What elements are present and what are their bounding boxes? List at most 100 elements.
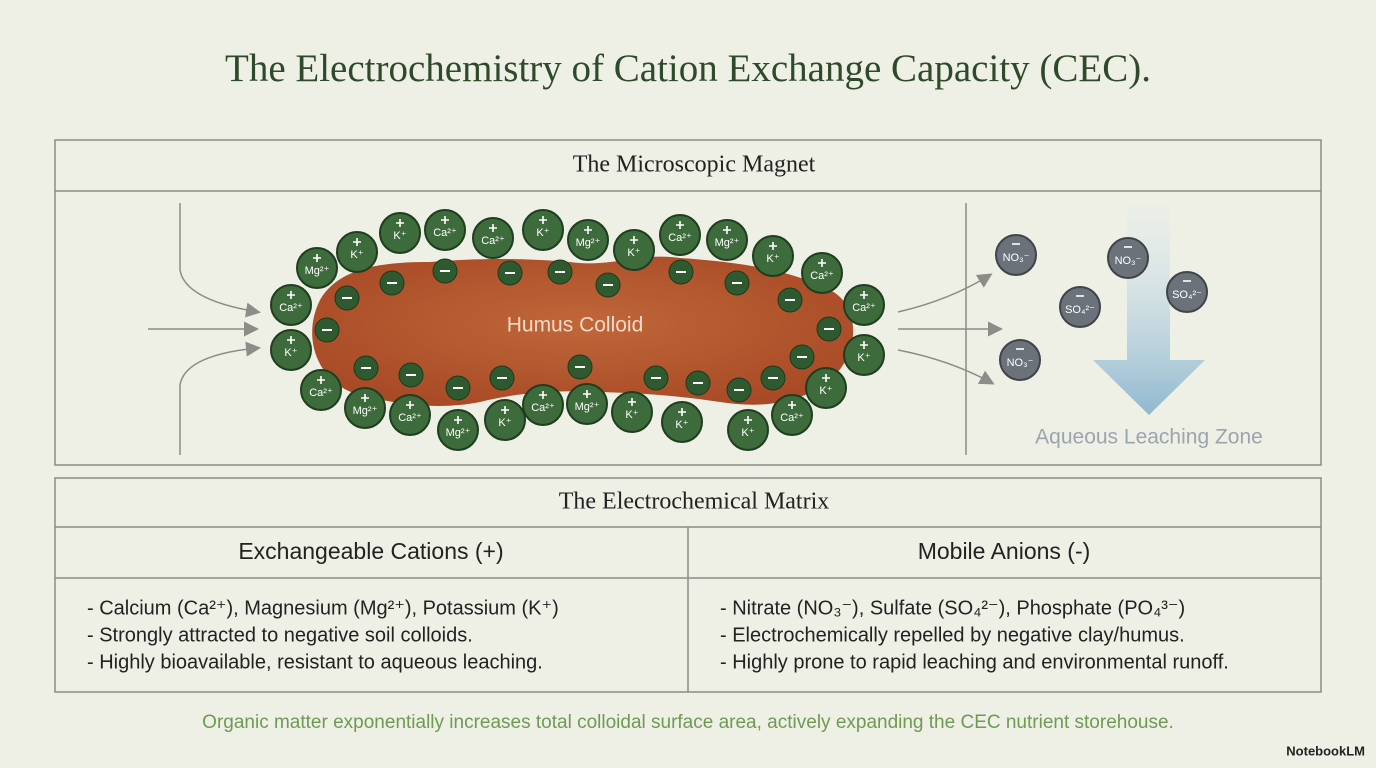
cation-label: K⁺ <box>675 419 688 431</box>
cation-label: K⁺ <box>819 385 832 397</box>
cation <box>424 209 466 251</box>
cation-label: Ca²⁺ <box>668 232 692 244</box>
plus-sign <box>406 401 414 409</box>
table-cell: - Highly prone to rapid leaching and env… <box>720 651 1229 673</box>
cation <box>613 229 655 271</box>
cation-label: Mg²⁺ <box>305 265 330 277</box>
column-header: Mobile Anions (-) <box>918 538 1091 564</box>
cation <box>801 252 843 294</box>
plus-sign <box>723 226 731 234</box>
anion-label: NO₃⁻ <box>1003 252 1030 264</box>
cation-label: Mg²⁺ <box>353 405 378 417</box>
anion-label: NO₃⁻ <box>1007 357 1034 369</box>
cation <box>566 383 608 425</box>
cation <box>611 391 653 433</box>
table-cell: - Highly bioavailable, resistant to aque… <box>87 651 543 673</box>
cation <box>437 409 479 451</box>
cation <box>706 219 748 261</box>
cation <box>805 367 847 409</box>
cation <box>771 394 813 436</box>
cation-label: K⁺ <box>741 427 754 439</box>
cation-label: Ca²⁺ <box>481 235 505 247</box>
table-cell: - Strongly attracted to negative soil co… <box>87 624 473 646</box>
cation-label: Mg²⁺ <box>446 427 471 439</box>
plus-sign <box>676 221 684 229</box>
cation-label: Mg²⁺ <box>576 237 601 249</box>
plus-sign <box>630 236 638 244</box>
cation-label: K⁺ <box>498 417 511 429</box>
column-header: Exchangeable Cations (+) <box>238 538 503 564</box>
cation-label: Ca²⁺ <box>398 412 422 424</box>
cation <box>567 219 609 261</box>
plus-sign <box>628 398 636 406</box>
anion <box>1166 271 1208 313</box>
cation-label: K⁺ <box>625 409 638 421</box>
diagram-box <box>54 139 1322 466</box>
plus-sign <box>317 376 325 384</box>
table-rows: - Calcium (Ca²⁺), Magnesium (Mg²⁺), Pota… <box>87 597 1229 673</box>
plus-sign <box>313 254 321 262</box>
cation <box>661 401 703 443</box>
cation <box>270 329 312 371</box>
anion-label: SO₄²⁻ <box>1172 289 1202 301</box>
plus-sign <box>860 291 868 299</box>
table-cell: - Nitrate (NO₃⁻), Sulfate (SO₄²⁻), Phosp… <box>720 597 1185 619</box>
plus-sign <box>489 224 497 232</box>
cation-label: K⁺ <box>627 247 640 259</box>
cation-label: K⁺ <box>393 230 406 242</box>
cation-label: K⁺ <box>857 352 870 364</box>
cation-label: K⁺ <box>284 347 297 359</box>
anion <box>1107 237 1149 279</box>
cation <box>843 284 885 326</box>
plus-sign <box>860 341 868 349</box>
anion <box>999 339 1041 381</box>
cation-label: K⁺ <box>350 249 363 261</box>
cation-label: K⁺ <box>766 253 779 265</box>
plus-sign <box>501 406 509 414</box>
cation-label: Ca²⁺ <box>852 302 876 314</box>
cation-label: Ca²⁺ <box>810 270 834 282</box>
plus-sign <box>361 394 369 402</box>
cation-label: Mg²⁺ <box>575 401 600 413</box>
cation-label: Ca²⁺ <box>309 387 333 399</box>
anion-label: NO₃⁻ <box>1115 255 1142 267</box>
plus-sign <box>539 391 547 399</box>
cation <box>300 369 342 411</box>
plus-sign <box>583 390 591 398</box>
cation-label: Mg²⁺ <box>715 237 740 249</box>
footer: Organic matter exponentially increases t… <box>202 712 1174 733</box>
cation <box>270 284 312 326</box>
title: The Electrochemistry of Cation Exchange … <box>225 47 1151 90</box>
cation <box>522 209 564 251</box>
plus-sign <box>353 238 361 246</box>
cation <box>843 334 885 376</box>
plus-sign <box>769 242 777 250</box>
cation-label: Ca²⁺ <box>433 227 457 239</box>
cation <box>389 394 431 436</box>
plus-sign <box>818 259 826 267</box>
table-cell: - Electrochemically repelled by negative… <box>720 624 1185 646</box>
zone-label: Aqueous Leaching Zone <box>1035 426 1263 449</box>
cation <box>727 409 769 451</box>
plus-sign <box>441 216 449 224</box>
cation <box>379 212 421 254</box>
cation-label: K⁺ <box>536 227 549 239</box>
cation-label: Ca²⁺ <box>531 402 555 414</box>
plus-sign <box>678 408 686 416</box>
brand: NotebookLM <box>1286 743 1365 758</box>
cation-label: Ca²⁺ <box>279 302 303 314</box>
cation <box>659 214 701 256</box>
cation <box>296 247 338 289</box>
ions: Mg²⁺ K⁺ K⁺ Ca²⁺ Ca²⁺ K⁺ Mg²⁺ K⁺ Ca²⁺ Mg²⁺ K⁺ Ca²⁺ Ca… <box>270 209 1208 451</box>
plus-sign <box>396 219 404 227</box>
plus-sign <box>287 336 295 344</box>
plus-sign <box>788 401 796 409</box>
cation <box>336 231 378 273</box>
anion <box>1059 286 1101 328</box>
plus-sign <box>744 416 752 424</box>
inflow-arrows <box>148 203 1003 455</box>
plus-sign <box>539 216 547 224</box>
colloid-label: Humus Colloid <box>507 314 644 337</box>
leaching-arrow <box>1093 205 1205 415</box>
